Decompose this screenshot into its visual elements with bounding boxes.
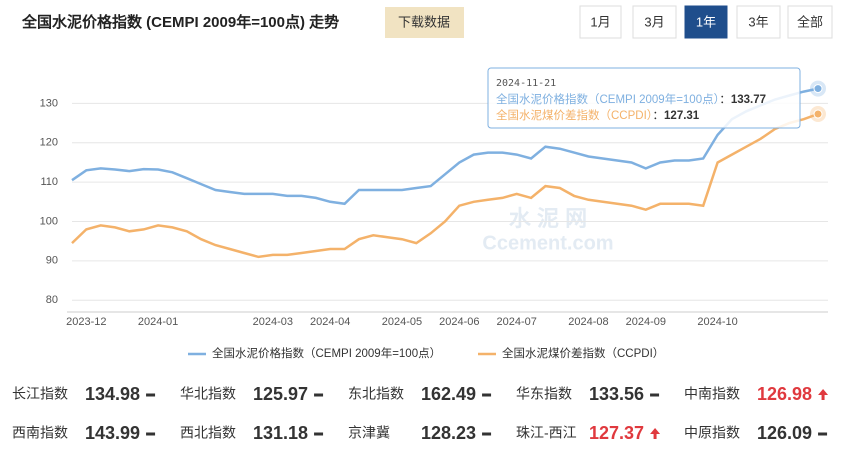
download-button[interactable] — [385, 7, 464, 38]
tooltip-value: 133.77 — [731, 94, 766, 106]
tooltip-sep: ： — [653, 110, 665, 122]
trend-up — [818, 389, 829, 400]
region-value: 126.98 — [757, 384, 812, 404]
tooltip-value: 127.31 — [664, 110, 700, 122]
range-label[interactable]: 1年 — [696, 14, 716, 29]
range-button[interactable] — [632, 5, 677, 39]
region-name: 华东指数 — [516, 386, 572, 402]
x-tick-label: 2024-03 — [253, 316, 293, 328]
trend-flat — [818, 432, 828, 436]
tooltip-row: 全国水泥价格指数（CEMPI 2009年=100点）：133.77 — [496, 92, 766, 106]
y-tick-label: 80 — [46, 294, 58, 306]
region-value: 125.97 — [253, 384, 308, 404]
y-tick-label: 90 — [46, 255, 58, 267]
y-tick-label: 100 — [40, 215, 58, 227]
region-name: 中原指数 — [684, 425, 740, 441]
region-value: 126.09 — [757, 423, 812, 443]
tooltip-date: 2024-11-21 — [496, 78, 556, 89]
x-tick-label: 2024-07 — [497, 316, 537, 328]
region-name: 东北指数 — [348, 386, 404, 402]
region-value: 133.56 — [589, 384, 644, 404]
range-label[interactable]: 1月 — [590, 14, 610, 29]
tooltip-name: 全国水泥煤价差指数（CCPDI） — [496, 108, 653, 122]
range-button[interactable] — [579, 5, 622, 39]
region-name: 长江指数 — [12, 386, 68, 402]
region-value: 134.98 — [85, 384, 140, 404]
y-tick-label: 120 — [40, 137, 58, 149]
region-value: 128.23 — [421, 423, 476, 443]
title: 全国水泥价格指数 (CEMPI 2009年=100点) 走势 — [21, 13, 339, 31]
trend-flat — [482, 432, 492, 436]
region-value: 131.18 — [253, 423, 308, 443]
trend-flat — [146, 393, 156, 397]
region-name: 京津冀 — [348, 425, 390, 441]
watermark: Ccement.com — [482, 232, 613, 254]
range-button[interactable] — [684, 5, 728, 39]
x-tick-label: 2024-01 — [138, 316, 178, 328]
region-name: 西北指数 — [180, 425, 236, 441]
region-value: 127.37 — [589, 423, 644, 443]
region-name: 西南指数 — [12, 425, 68, 441]
trend-flat — [650, 393, 660, 397]
range-label[interactable]: 3月 — [644, 14, 664, 29]
legend-label: 全国水泥煤价差指数（CCPDI） — [502, 346, 664, 360]
tooltip-name: 全国水泥价格指数（CEMPI 2009年=100点） — [496, 92, 719, 106]
end-point — [813, 84, 823, 94]
x-tick-label: 2024-05 — [382, 316, 422, 328]
region-name: 华北指数 — [180, 386, 236, 402]
trend-flat — [314, 432, 324, 436]
x-tick-label: 2024-06 — [439, 316, 479, 328]
region-name: 中南指数 — [684, 386, 740, 402]
trend-flat — [146, 432, 156, 436]
region-value: 162.49 — [421, 384, 476, 404]
range-label[interactable]: 全部 — [797, 14, 823, 29]
tooltip-row: 全国水泥煤价差指数（CCPDI）：127.31 — [496, 108, 700, 122]
range-button[interactable] — [787, 5, 833, 39]
region-name: 珠江-西江 — [516, 425, 577, 441]
x-tick-label: 2024-10 — [697, 316, 737, 328]
series-line — [71, 87, 819, 206]
watermark: 水 泥 网 — [509, 206, 587, 231]
trend-flat — [314, 393, 324, 397]
y-tick-label: 130 — [40, 97, 58, 109]
region-value: 143.99 — [85, 423, 140, 443]
download-label[interactable]: 下载数据 — [398, 14, 450, 29]
end-point — [813, 109, 823, 119]
x-tick-label: 2024-04 — [310, 316, 350, 328]
trend-up — [650, 428, 661, 439]
series-line — [71, 112, 819, 259]
tooltip-sep: ： — [719, 94, 731, 106]
x-tick-label: 2024-08 — [568, 316, 608, 328]
range-label[interactable]: 3年 — [748, 14, 768, 29]
tooltip — [487, 67, 801, 129]
range-button[interactable] — [736, 5, 781, 39]
x-tick-label: 2024-09 — [626, 316, 666, 328]
y-tick-label: 110 — [40, 176, 58, 188]
legend-label: 全国水泥价格指数（CEMPI 2009年=100点） — [212, 346, 441, 360]
trend-flat — [482, 393, 492, 397]
x-tick-label: 2023-12 — [66, 316, 106, 328]
